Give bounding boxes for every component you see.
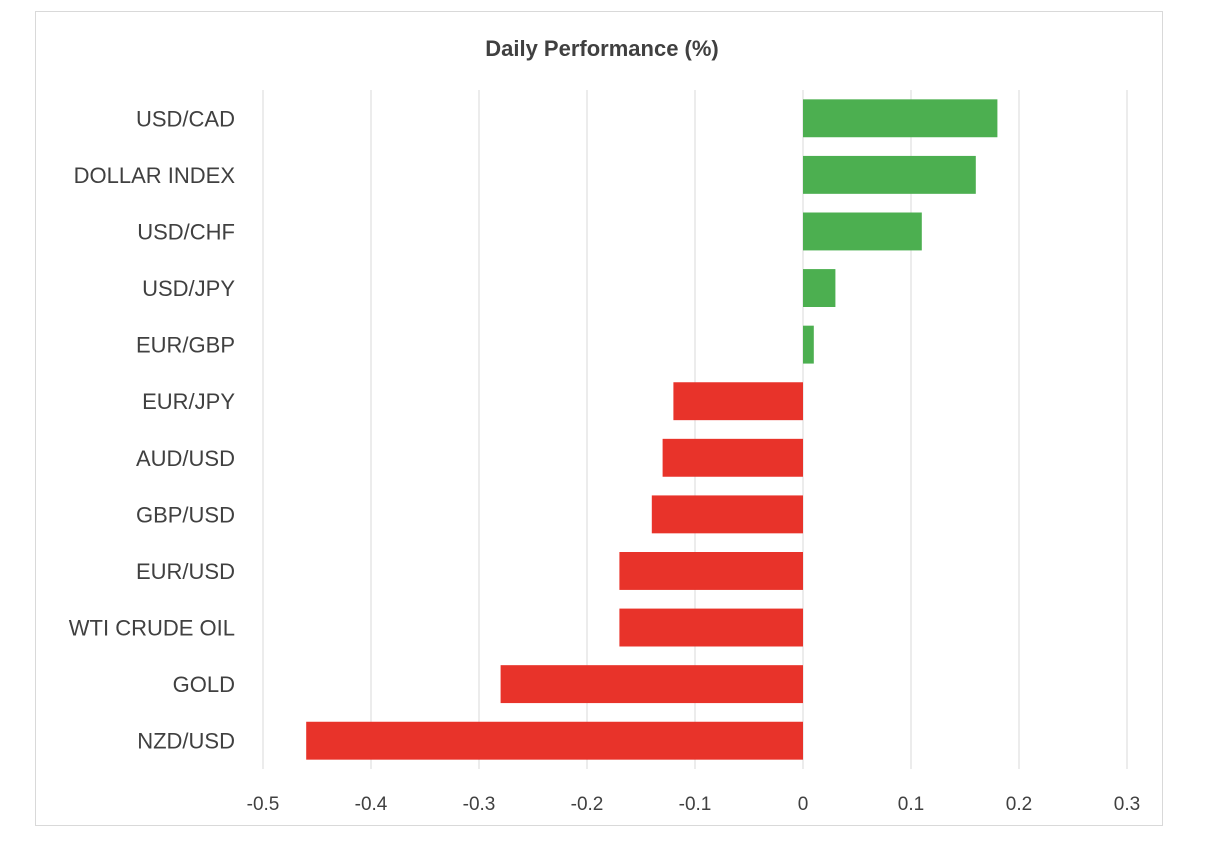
- category-label: EUR/GBP: [136, 333, 235, 358]
- x-tick-label: 0.3: [1114, 794, 1140, 815]
- category-labels: USD/CAD DOLLAR INDEX USD/CHF USD/JPY EUR/GBP…: [69, 106, 236, 753]
- bar: [619, 608, 803, 647]
- bar: [803, 155, 976, 194]
- x-tick-label: 0.2: [1006, 794, 1032, 815]
- category-label: WTI CRUDE OIL: [69, 616, 235, 641]
- category-label: EUR/USD: [136, 559, 235, 584]
- x-tick-label: -0.4: [355, 794, 388, 815]
- bar: [306, 721, 803, 760]
- category-label: USD/JPY: [142, 276, 235, 301]
- category-label: EUR/JPY: [142, 389, 235, 414]
- category-label: NZD/USD: [137, 729, 235, 754]
- grid-lines: [262, 90, 1128, 769]
- category-label: GBP/USD: [136, 502, 235, 527]
- bar: [651, 495, 803, 534]
- category-label: USD/CHF: [137, 219, 235, 244]
- category-label: AUD/USD: [136, 446, 235, 471]
- chart-title: Daily Performance (%): [485, 36, 719, 61]
- bar: [619, 552, 803, 590]
- x-tick-labels: -0.5 -0.4 -0.3 -0.2 -0.1 0 0.1 0.2 0.3: [247, 794, 1141, 815]
- bar: [500, 665, 803, 704]
- bars: [306, 99, 998, 760]
- x-tick-label: -0.5: [247, 794, 280, 815]
- bar: [803, 99, 998, 138]
- bar: [803, 212, 922, 251]
- bar: [803, 269, 836, 307]
- category-label: GOLD: [173, 672, 235, 697]
- x-tick-label: -0.3: [463, 794, 496, 815]
- bar: [662, 438, 803, 477]
- bar-chart: Daily Performance (%) USD/CAD DOLLAR INDE…: [69, 36, 1141, 815]
- x-tick-label: -0.1: [679, 794, 712, 815]
- bar: [803, 325, 814, 364]
- category-label: DOLLAR INDEX: [74, 163, 236, 188]
- x-tick-label: 0: [798, 794, 809, 815]
- bar: [673, 382, 803, 421]
- category-label: USD/CAD: [136, 106, 235, 131]
- x-tick-label: 0.1: [898, 794, 924, 815]
- chart-frame: Daily Performance (%) USD/CAD DOLLAR INDE…: [35, 11, 1163, 826]
- x-tick-label: -0.2: [571, 794, 604, 815]
